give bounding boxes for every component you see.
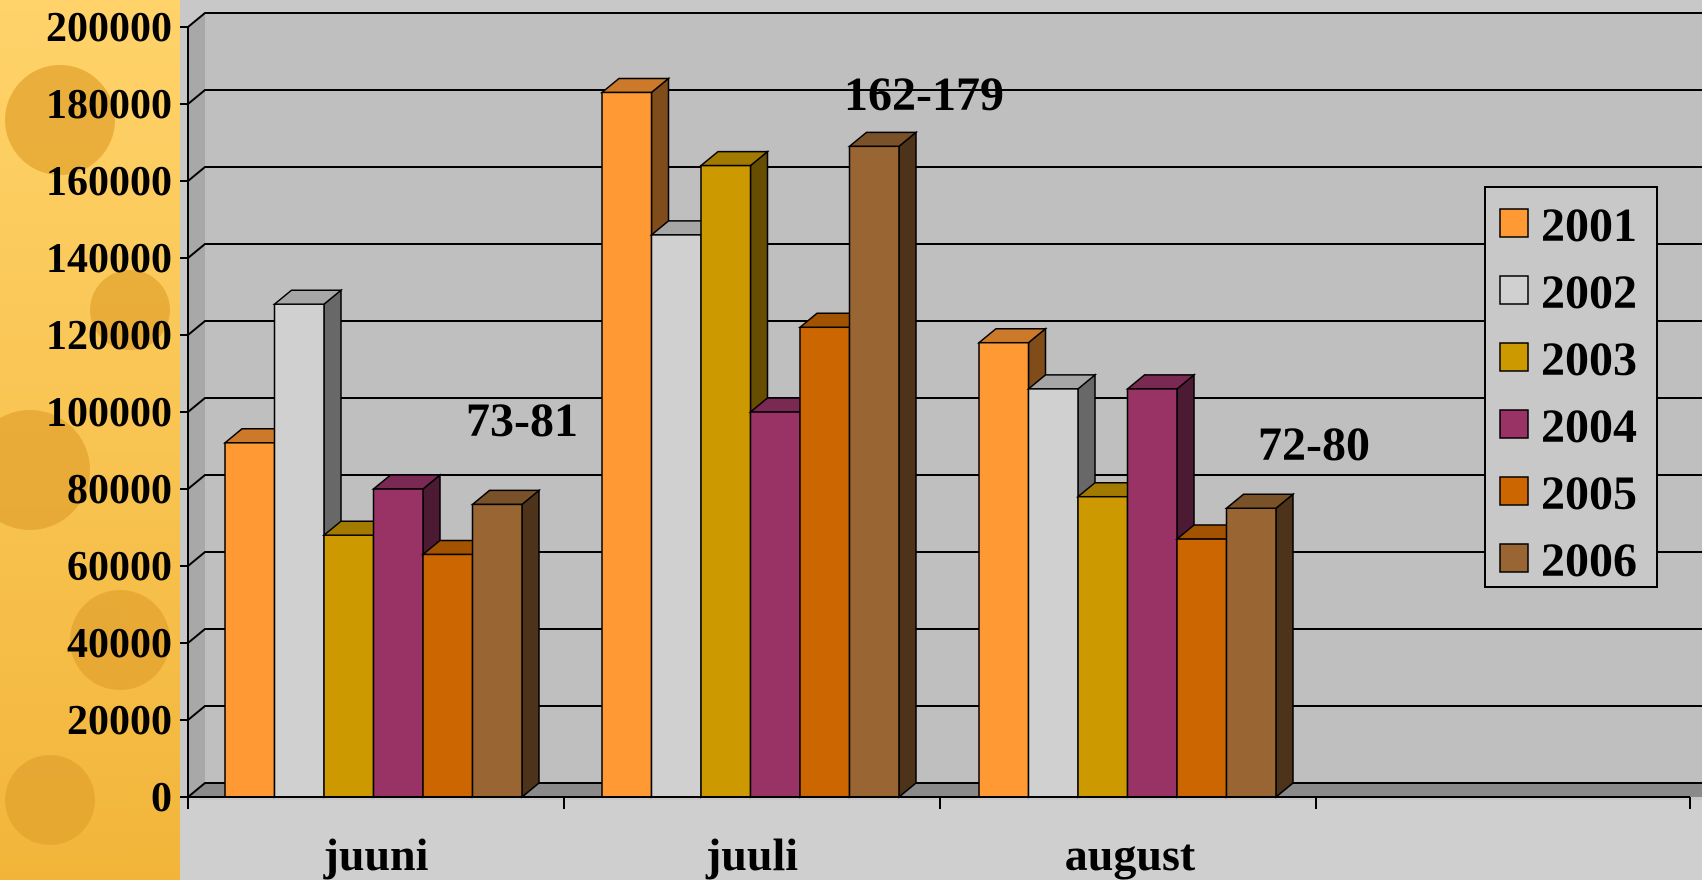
bar-front <box>471 503 523 798</box>
bar-front <box>1126 388 1178 798</box>
gridline <box>187 474 1702 490</box>
bar-side <box>521 488 540 799</box>
y-tick-label: 100000 <box>46 390 172 436</box>
legend-swatch <box>1499 543 1529 573</box>
bar-front <box>700 164 752 798</box>
category-label: august <box>1065 829 1196 880</box>
legend-label: 2006 <box>1541 534 1637 587</box>
bar-front <box>799 326 851 798</box>
chart-bottom-band <box>180 800 1702 880</box>
y-tick-label: 60000 <box>67 544 172 590</box>
bar-front <box>224 442 276 798</box>
legend-item-2003: 2003 <box>1499 333 1637 386</box>
category-label: juuli <box>705 829 798 880</box>
y-tick-label: 120000 <box>46 313 172 359</box>
bar-front <box>749 411 801 798</box>
bar-front <box>323 534 375 798</box>
bar-front <box>273 303 325 798</box>
category-label: juuni <box>323 829 429 880</box>
y-tick-label: 80000 <box>67 467 172 513</box>
decor-blobs <box>0 65 170 845</box>
bar-2006-juuni <box>470 488 542 799</box>
legend-swatch <box>1499 208 1529 238</box>
annotation-label: 73-81 <box>466 394 578 447</box>
annotation-label: 162-179 <box>844 68 1004 121</box>
legend-item-2002: 2002 <box>1499 266 1637 319</box>
legend-swatch <box>1499 275 1529 305</box>
y-tick-label: 200000 <box>46 5 172 51</box>
annotations: 73-81 162-179 72-80 <box>466 68 1370 471</box>
legend-swatch <box>1499 409 1529 439</box>
legend-box <box>1484 186 1658 588</box>
bar-front <box>1027 388 1079 798</box>
plot-floor <box>188 782 1702 797</box>
legend: 2001 2002 2003 2004 2005 2006 <box>1484 186 1658 588</box>
legend-label: 2005 <box>1541 467 1637 520</box>
legend-label: 2002 <box>1541 266 1637 319</box>
legend-label: 2003 <box>1541 333 1637 386</box>
y-axis-ticks: 2000001800001600001400001200001000008000… <box>46 5 189 821</box>
annotation-label: 72-80 <box>1258 418 1370 471</box>
bar-front <box>1176 538 1228 798</box>
legend-item-2005: 2005 <box>1499 467 1637 520</box>
bar-2006-august <box>1224 492 1296 799</box>
bar-front <box>1077 495 1129 798</box>
y-tick-label: 40000 <box>67 621 172 667</box>
legend-swatch <box>1499 476 1529 506</box>
bar-front <box>848 145 900 798</box>
bar-front <box>650 234 702 798</box>
bar-side <box>1275 492 1294 799</box>
y-tick-label: 160000 <box>46 159 172 205</box>
legend-item-2006: 2006 <box>1499 534 1637 587</box>
bar-front <box>1225 507 1277 798</box>
y-tick-label: 0 <box>151 775 172 821</box>
legend-item-2004: 2004 <box>1499 400 1637 453</box>
bar-front <box>601 91 653 798</box>
gridline <box>187 89 1702 105</box>
legend-swatch <box>1499 342 1529 372</box>
x-axis: juuni juuli august <box>187 796 1691 880</box>
gridline <box>187 320 1702 336</box>
legend-label: 2004 <box>1541 400 1637 453</box>
y-tick-label: 20000 <box>67 698 172 744</box>
bar-front <box>372 488 424 798</box>
bar-front <box>422 553 474 798</box>
bar-2006-juuli <box>847 130 919 799</box>
bar-front <box>978 341 1030 798</box>
legend-label: 2001 <box>1541 199 1637 252</box>
y-tick-label: 140000 <box>46 236 172 282</box>
bar-side <box>898 130 917 799</box>
y-tick-label: 180000 <box>46 82 172 128</box>
gridline <box>187 12 1702 28</box>
gridline <box>187 397 1702 413</box>
gridline <box>187 166 1702 182</box>
legend-item-2001: 2001 <box>1499 199 1637 252</box>
gridline <box>187 243 1702 259</box>
